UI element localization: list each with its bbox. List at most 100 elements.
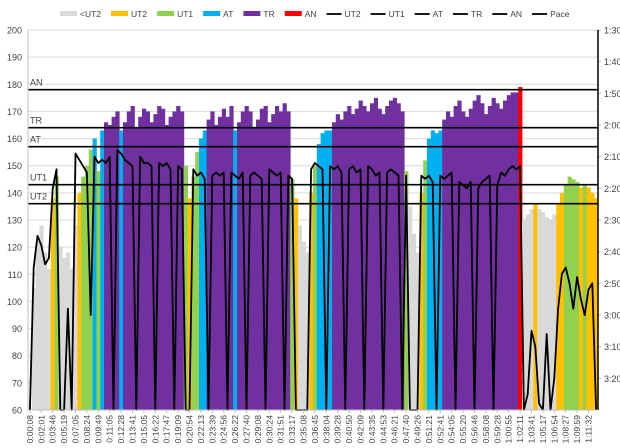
x-tick-label: 0:55:20 bbox=[458, 415, 468, 444]
hr-area-bar bbox=[449, 116, 454, 410]
hr-area-bar bbox=[31, 287, 36, 410]
hr-area-bar bbox=[343, 111, 348, 410]
hr-area-bar bbox=[366, 111, 371, 410]
hr-area-bar bbox=[529, 209, 534, 410]
x-tick-label: 1:05:17 bbox=[538, 415, 548, 444]
hr-area-bar bbox=[347, 106, 352, 410]
x-tick-label: 0:23:39 bbox=[207, 415, 217, 444]
hr-area-bar bbox=[324, 130, 329, 410]
hr-area-bar bbox=[560, 192, 565, 410]
y-left-tick-label: 100 bbox=[7, 297, 22, 307]
hr-area-bar bbox=[248, 111, 253, 410]
legend-label: <UT2 bbox=[80, 9, 101, 19]
hr-area-bar bbox=[176, 106, 181, 410]
hr-area-bar bbox=[92, 138, 97, 411]
hr-area-bar bbox=[495, 103, 500, 411]
y-left-tick-label: 160 bbox=[7, 134, 22, 144]
hr-area-bar bbox=[39, 225, 44, 410]
hr-area-bar bbox=[328, 130, 333, 410]
x-tick-label: 0:16:22 bbox=[150, 415, 160, 444]
y-left-tick-label: 120 bbox=[7, 243, 22, 253]
hr-area-bar bbox=[320, 133, 325, 410]
hr-area-bar bbox=[541, 211, 546, 410]
hr-area-bar bbox=[392, 97, 397, 410]
hr-area-bar bbox=[404, 171, 409, 410]
hr-area-bar bbox=[480, 103, 485, 411]
y-left-tick-label: 150 bbox=[7, 161, 22, 171]
y-right-tick-label: 2:20 bbox=[604, 184, 620, 194]
hr-area-bar bbox=[370, 103, 375, 411]
hr-area-bar bbox=[252, 127, 257, 410]
x-tick-label: 0:40:50 bbox=[344, 415, 354, 444]
x-tick-label: 0:07:05 bbox=[71, 415, 81, 444]
y-left-tick-label: 110 bbox=[8, 270, 22, 280]
x-tick-label: 0:49:26 bbox=[413, 415, 423, 444]
hr-area-bar bbox=[533, 203, 538, 410]
threshold-label: UT2 bbox=[30, 192, 47, 202]
x-tick-label: 0:11:05 bbox=[105, 415, 115, 443]
hr-area-bar bbox=[240, 111, 245, 410]
x-tick-label: 0:12:28 bbox=[116, 415, 126, 444]
y-right-tick-label: 3:20 bbox=[604, 374, 620, 384]
hr-area-bar bbox=[537, 209, 542, 410]
hr-area-bar bbox=[446, 111, 451, 410]
hr-area-bar bbox=[73, 225, 78, 410]
y-left-tick-label: 130 bbox=[7, 216, 22, 226]
x-tick-label: 0:30:24 bbox=[264, 415, 274, 444]
hr-area-bar bbox=[389, 100, 394, 411]
hr-area-bar bbox=[544, 217, 549, 410]
x-tick-label: 0:00:08 bbox=[25, 415, 35, 444]
hr-area-bar bbox=[309, 192, 314, 410]
hr-area-bar bbox=[442, 119, 447, 411]
x-tick-label: 0:35:08 bbox=[299, 415, 309, 444]
x-tick-label: 1:06:54 bbox=[549, 415, 559, 444]
hr-area-bar bbox=[594, 198, 599, 410]
hr-area-bar bbox=[134, 127, 139, 410]
hr-area-bar bbox=[96, 171, 101, 410]
hr-area-bar bbox=[263, 106, 268, 410]
y-right-tick-label: 3:10 bbox=[604, 342, 620, 352]
hr-area-bar bbox=[377, 108, 382, 410]
hr-area-bar bbox=[294, 198, 299, 410]
hr-area-bar bbox=[339, 119, 344, 411]
x-tick-label: 0:56:46 bbox=[470, 415, 480, 444]
x-tick-label: 0:52:41 bbox=[435, 415, 445, 444]
threshold-lines: AN TR AT UT1 UT2 bbox=[28, 78, 598, 205]
threshold-label: UT1 bbox=[30, 173, 47, 183]
hr-area-bar bbox=[351, 114, 356, 411]
legend-swatch-0 bbox=[60, 11, 77, 16]
hr-area-bar bbox=[275, 106, 280, 410]
x-tick-label: 0:24:56 bbox=[219, 415, 229, 444]
hr-area-bar bbox=[506, 95, 511, 411]
x-tick-label: 0:19:09 bbox=[173, 415, 183, 444]
legend: <UT2 UT2 UT1 AT TR AN UT2 UT1 AT TR AN Pace bbox=[60, 9, 570, 19]
x-tick-label: 0:02:01 bbox=[36, 415, 46, 444]
y-left-tick-label: 90 bbox=[12, 324, 22, 334]
y-left-tick-label: 190 bbox=[7, 53, 22, 63]
hr-area-bar bbox=[187, 198, 192, 410]
x-tick-label: 1:00:55 bbox=[504, 415, 514, 444]
hr-area-bar bbox=[130, 106, 135, 410]
hr-area-bar bbox=[229, 106, 234, 410]
hr-area-bar bbox=[335, 114, 340, 411]
x-tick-label: 0:39:28 bbox=[333, 415, 343, 444]
legend-swatch-1 bbox=[111, 11, 129, 16]
hr-area-bar bbox=[282, 103, 287, 411]
y-right-tick-label: 1:50 bbox=[604, 89, 620, 99]
x-tick-label: 0:27:40 bbox=[242, 415, 252, 444]
hr-area-bar bbox=[62, 258, 67, 410]
hr-area-bar bbox=[195, 152, 200, 410]
x-tick-label: 1:08:27 bbox=[561, 415, 571, 444]
hr-area-bar bbox=[267, 122, 272, 411]
hr-area-bar bbox=[145, 111, 150, 410]
hr-area-bar bbox=[111, 116, 116, 410]
hr-area-bar bbox=[115, 111, 120, 410]
hr-area-bar bbox=[419, 192, 424, 410]
x-tick-label: 0:51:21 bbox=[424, 415, 434, 444]
legend-swatch-5 bbox=[284, 11, 302, 16]
hr-area-bar bbox=[305, 252, 310, 410]
hr-area-bar bbox=[385, 106, 390, 410]
legend-label: AT bbox=[433, 9, 443, 19]
hr-area-bar bbox=[202, 130, 207, 410]
hr-area-bar bbox=[47, 268, 52, 410]
